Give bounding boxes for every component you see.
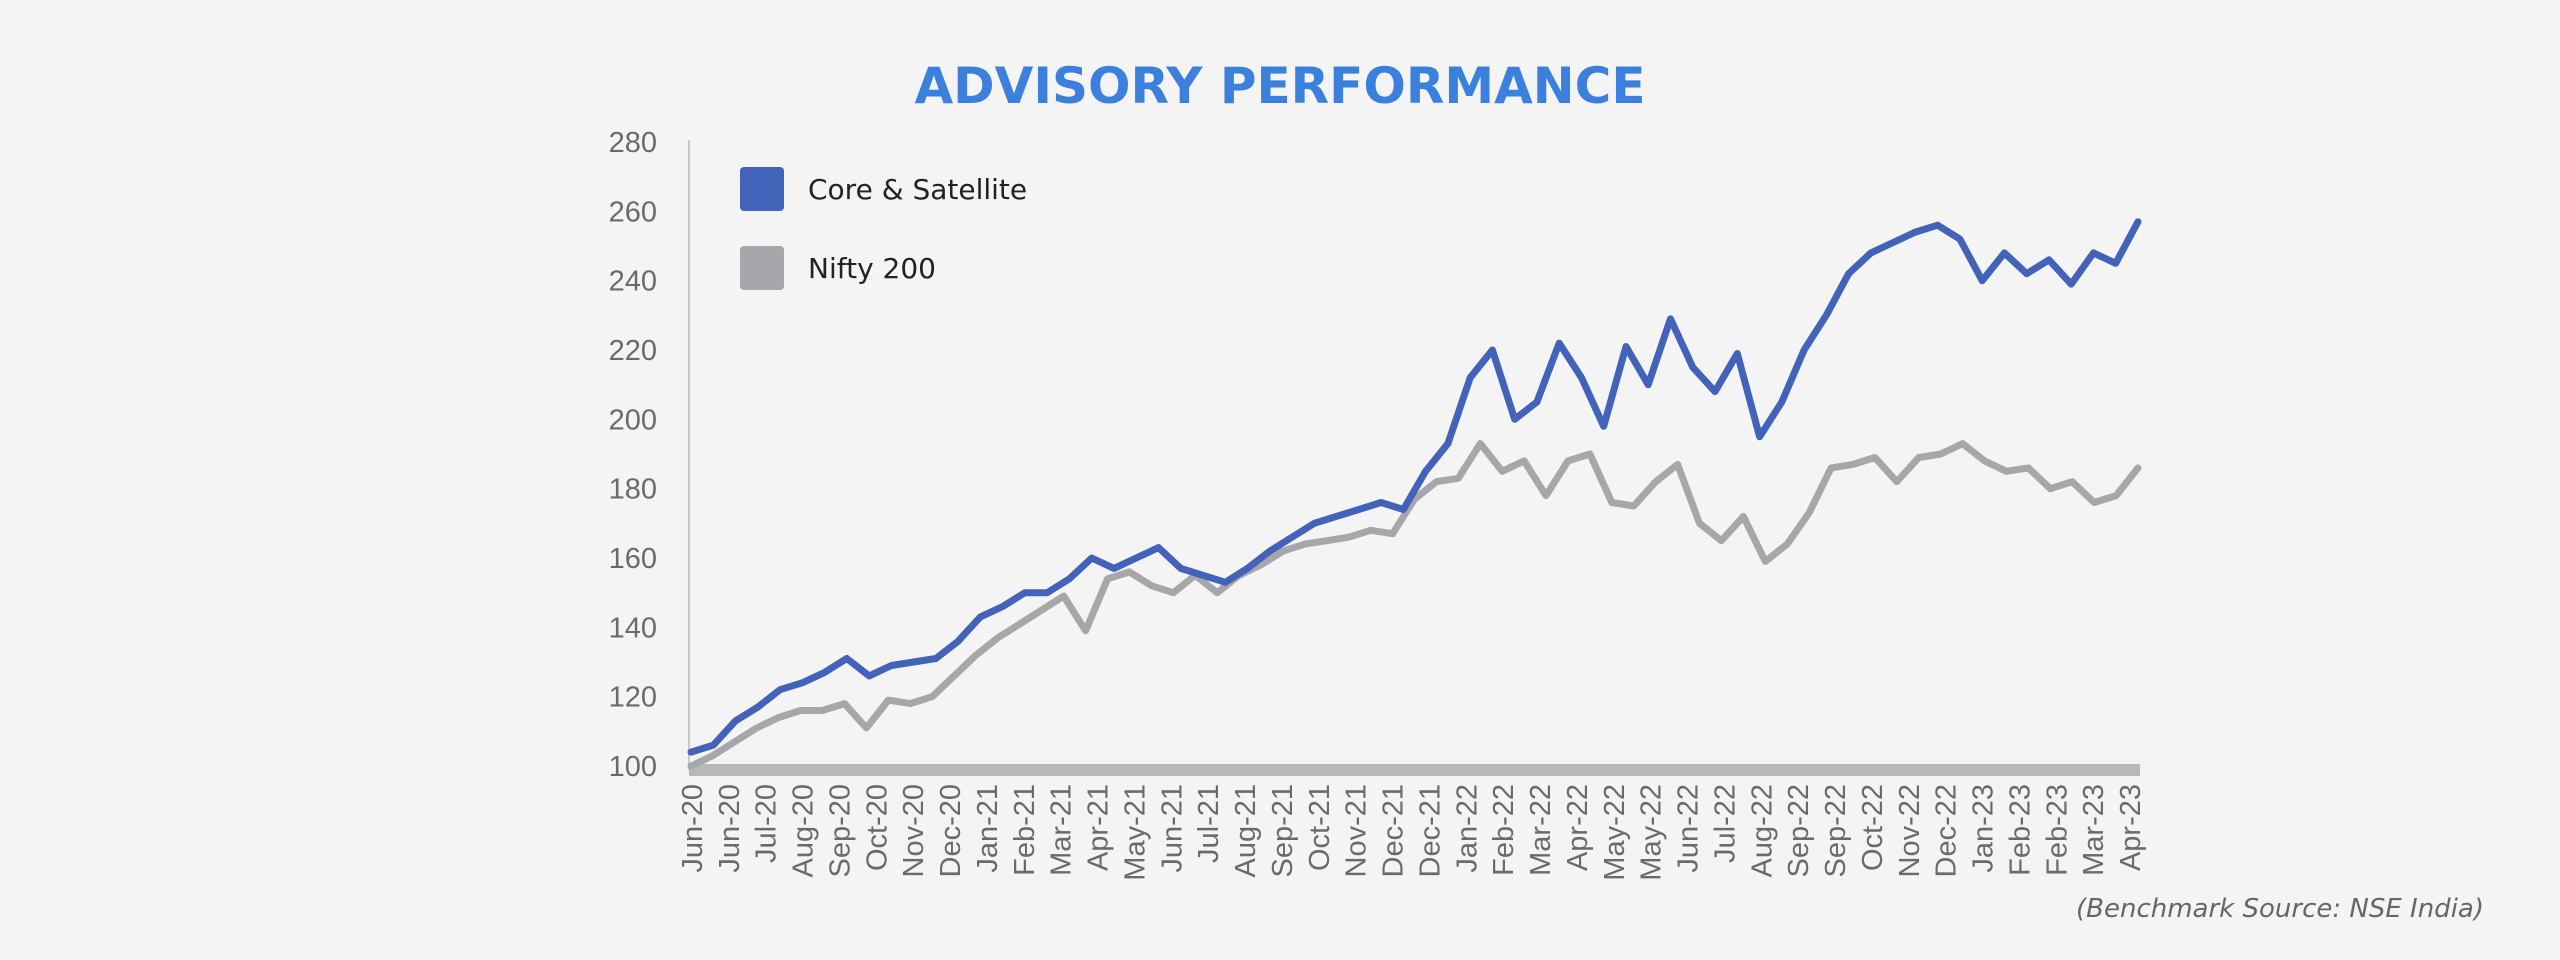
x-tick-label: Jun-20 bbox=[677, 784, 709, 873]
x-tick-label: Sep-20 bbox=[824, 784, 856, 878]
x-tick-label: Aug-21 bbox=[1230, 784, 1262, 878]
x-tick-label: Jun-21 bbox=[1156, 784, 1188, 873]
legend-swatch-nifty-200 bbox=[740, 246, 784, 290]
y-tick-label: 280 bbox=[609, 127, 657, 159]
x-tick-label: Aug-22 bbox=[1746, 784, 1778, 878]
x-tick-label: Oct-21 bbox=[1304, 784, 1336, 871]
x-axis: Jun-20 Jun-20 Jul-20 Aug-20 Sep-20 Oct-20 Nov-… bbox=[677, 784, 2147, 881]
chart-title: ADVISORY PERFORMANCE bbox=[914, 57, 1645, 115]
x-tick-label: Feb-23 bbox=[2004, 784, 2036, 876]
y-axis: 100 120 140 160 180 200 220 240 260 280 bbox=[609, 127, 657, 783]
x-tick-label: Dec-22 bbox=[1931, 784, 1963, 878]
x-tick-label: Jan-23 bbox=[1968, 784, 2000, 873]
source-note: (Benchmark Source: NSE India) bbox=[2076, 894, 2484, 924]
x-tick-label: Jul-20 bbox=[751, 784, 783, 863]
x-tick-label: Aug-20 bbox=[788, 784, 820, 878]
x-tick-label: Dec-21 bbox=[1378, 784, 1410, 878]
series-layer bbox=[687, 218, 2142, 770]
x-tick-label: Feb-21 bbox=[1009, 784, 1041, 876]
y-tick-label: 120 bbox=[609, 682, 657, 714]
y-tick-label: 200 bbox=[609, 404, 657, 436]
x-tick-label: May-22 bbox=[1599, 784, 1631, 881]
x-tick-label: Jan-21 bbox=[972, 784, 1004, 873]
x-tick-label: Dec-20 bbox=[935, 784, 967, 878]
x-tick-label: Dec-21 bbox=[1414, 784, 1446, 878]
legend: Core & Satellite Nifty 200 bbox=[740, 167, 1027, 290]
y-tick-label: 260 bbox=[609, 196, 657, 228]
x-tick-label: Jul-22 bbox=[1709, 784, 1741, 863]
x-tick-label: Mar-22 bbox=[1525, 784, 1557, 876]
y-tick-label: 180 bbox=[609, 474, 657, 506]
x-tick-label: Jun-22 bbox=[1673, 784, 1705, 873]
y-tick-label: 220 bbox=[609, 335, 657, 367]
x-tick-label: Apr-21 bbox=[1083, 784, 1115, 871]
legend-swatch-core-satellite bbox=[740, 167, 784, 211]
y-tick-label: 240 bbox=[609, 266, 657, 298]
x-tick-label: Jun-20 bbox=[714, 784, 746, 873]
x-tick-label: Sep-22 bbox=[1783, 784, 1815, 878]
legend-label-core-satellite: Core & Satellite bbox=[808, 173, 1027, 206]
x-tick-label: Apr-22 bbox=[1562, 784, 1594, 871]
x-tick-label: Mar-23 bbox=[2078, 784, 2110, 876]
x-tick-label: May-22 bbox=[1636, 784, 1668, 881]
x-tick-label: Nov-21 bbox=[1341, 784, 1373, 878]
x-axis-tick-band bbox=[689, 764, 2140, 776]
y-tick-label: 160 bbox=[609, 543, 657, 575]
legend-label-nifty-200: Nifty 200 bbox=[808, 252, 936, 285]
x-tick-label: Apr-23 bbox=[2115, 784, 2147, 871]
x-tick-label: Sep-22 bbox=[1820, 784, 1852, 878]
x-tick-label: Sep-21 bbox=[1267, 784, 1299, 878]
series-line-core-satellite bbox=[687, 218, 2142, 756]
x-tick-label: Jan-22 bbox=[1451, 784, 1483, 873]
y-tick-label: 100 bbox=[609, 751, 657, 783]
x-tick-label: Jul-21 bbox=[1193, 784, 1225, 863]
x-tick-label: Nov-22 bbox=[1894, 784, 1926, 878]
x-tick-label: Feb-23 bbox=[2041, 784, 2073, 876]
x-tick-label: Oct-20 bbox=[861, 784, 893, 871]
x-tick-label: Mar-21 bbox=[1046, 784, 1078, 876]
x-tick-label: Nov-20 bbox=[898, 784, 930, 878]
x-tick-label: Feb-22 bbox=[1488, 784, 1520, 876]
x-tick-label: Oct-22 bbox=[1857, 784, 1889, 871]
series-line-nifty-200 bbox=[687, 440, 2142, 770]
y-tick-label: 140 bbox=[609, 612, 657, 644]
x-tick-label: May-21 bbox=[1119, 784, 1151, 881]
